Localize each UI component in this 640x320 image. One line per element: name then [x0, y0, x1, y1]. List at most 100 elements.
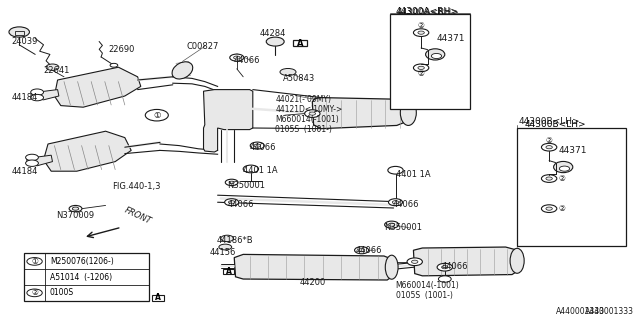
- Ellipse shape: [426, 49, 445, 60]
- Circle shape: [309, 112, 316, 115]
- Circle shape: [413, 64, 429, 72]
- Text: 44300A<RH>: 44300A<RH>: [396, 7, 458, 16]
- Text: 4401 1A: 4401 1A: [396, 170, 430, 179]
- Circle shape: [27, 258, 42, 265]
- Text: 44186*B: 44186*B: [216, 236, 253, 245]
- Circle shape: [546, 146, 552, 149]
- Text: A51014  (-1206): A51014 (-1206): [50, 273, 112, 282]
- Text: A: A: [297, 39, 303, 48]
- Ellipse shape: [219, 244, 232, 250]
- Polygon shape: [27, 155, 52, 166]
- Text: N370009: N370009: [56, 211, 95, 220]
- Text: 44066: 44066: [355, 246, 381, 255]
- Circle shape: [221, 235, 234, 242]
- Circle shape: [388, 199, 403, 206]
- Circle shape: [431, 53, 442, 59]
- Bar: [24, 253, 149, 301]
- Text: 44300A<RH>: 44300A<RH>: [397, 8, 460, 17]
- Ellipse shape: [385, 255, 398, 279]
- Ellipse shape: [172, 62, 193, 79]
- Circle shape: [437, 263, 452, 271]
- Polygon shape: [54, 67, 141, 107]
- Text: 44066: 44066: [442, 262, 468, 271]
- Text: N350001: N350001: [227, 181, 265, 190]
- Ellipse shape: [401, 100, 417, 125]
- Text: ②: ②: [418, 21, 424, 30]
- Ellipse shape: [280, 68, 296, 76]
- Text: 0105S  (1001-): 0105S (1001-): [275, 125, 332, 134]
- Bar: [223, 269, 234, 274]
- Text: A440001333: A440001333: [584, 308, 634, 316]
- Circle shape: [407, 258, 422, 266]
- Text: 44121D<'10MY->: 44121D<'10MY->: [275, 105, 342, 114]
- Circle shape: [229, 181, 234, 184]
- Ellipse shape: [266, 37, 284, 46]
- Circle shape: [541, 143, 557, 151]
- Text: C00827: C00827: [187, 42, 220, 51]
- Circle shape: [225, 199, 239, 206]
- Text: ②: ②: [418, 69, 424, 78]
- Circle shape: [250, 142, 264, 149]
- Text: 44200: 44200: [300, 278, 326, 287]
- Text: A50843: A50843: [283, 74, 315, 83]
- Circle shape: [358, 249, 365, 252]
- Circle shape: [541, 205, 557, 212]
- Polygon shape: [44, 131, 131, 171]
- Circle shape: [418, 66, 424, 69]
- Text: N350001: N350001: [384, 223, 422, 232]
- Text: ①: ①: [153, 111, 161, 120]
- Circle shape: [243, 165, 259, 173]
- Circle shape: [305, 110, 320, 117]
- Circle shape: [31, 94, 44, 101]
- Circle shape: [110, 63, 118, 67]
- Text: ②: ②: [31, 288, 38, 297]
- Polygon shape: [234, 254, 392, 280]
- Circle shape: [385, 221, 399, 228]
- Polygon shape: [204, 90, 253, 152]
- Circle shape: [228, 201, 235, 204]
- Circle shape: [46, 64, 59, 70]
- Text: 44156: 44156: [210, 248, 236, 257]
- Circle shape: [392, 201, 399, 204]
- Circle shape: [26, 154, 38, 161]
- Circle shape: [546, 207, 552, 210]
- Polygon shape: [312, 98, 410, 129]
- Circle shape: [418, 31, 424, 34]
- Text: 44284: 44284: [259, 29, 285, 38]
- Text: ②: ②: [546, 136, 552, 145]
- Circle shape: [541, 175, 557, 182]
- Text: A: A: [155, 293, 161, 302]
- Text: ②: ②: [559, 174, 565, 183]
- Circle shape: [388, 166, 403, 174]
- Text: A440001333: A440001333: [556, 308, 605, 316]
- Text: 44371: 44371: [558, 146, 587, 155]
- Text: ②: ②: [559, 204, 565, 213]
- Circle shape: [546, 177, 552, 180]
- Bar: [152, 295, 164, 301]
- Circle shape: [355, 247, 369, 254]
- Text: 44184: 44184: [12, 167, 38, 176]
- Text: 44300B<LH>: 44300B<LH>: [518, 117, 580, 126]
- Text: 22641: 22641: [44, 66, 70, 75]
- Circle shape: [225, 179, 238, 186]
- Text: 44066: 44066: [250, 143, 276, 152]
- Text: 0105S  (1001-): 0105S (1001-): [396, 291, 452, 300]
- Text: 44371: 44371: [436, 34, 465, 43]
- Text: FRONT: FRONT: [123, 206, 153, 226]
- Text: M660014(-1001): M660014(-1001): [396, 281, 460, 290]
- Text: 44066: 44066: [234, 56, 260, 65]
- Text: 44066: 44066: [393, 200, 419, 209]
- Circle shape: [72, 207, 79, 210]
- Circle shape: [412, 260, 418, 263]
- Text: 22690: 22690: [109, 45, 135, 54]
- Text: M660014(-1001): M660014(-1001): [275, 115, 339, 124]
- Text: 44021(-'09MY): 44021(-'09MY): [275, 95, 332, 104]
- Bar: [390, 14, 470, 109]
- Circle shape: [9, 27, 29, 37]
- Circle shape: [388, 223, 395, 226]
- Circle shape: [254, 144, 260, 147]
- Text: 44184: 44184: [12, 93, 38, 102]
- Bar: [293, 40, 307, 46]
- Circle shape: [145, 109, 168, 121]
- Circle shape: [27, 289, 42, 297]
